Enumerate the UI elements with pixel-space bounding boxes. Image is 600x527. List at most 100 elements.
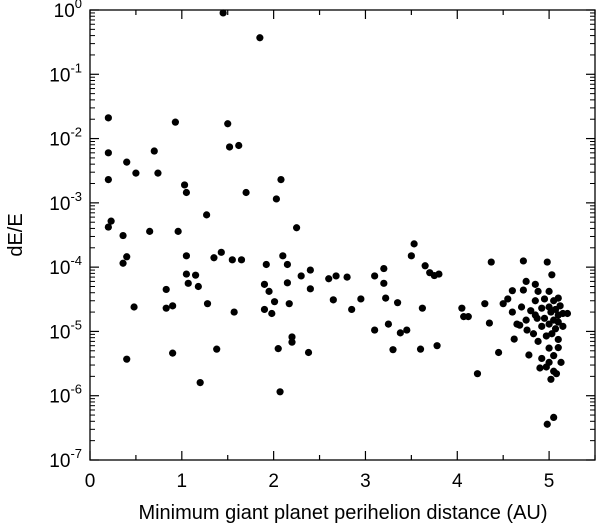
data-point (279, 252, 287, 260)
data-point (274, 345, 282, 353)
plot-frame (89, 9, 596, 461)
data-point (534, 337, 542, 345)
y-tick-label: 10-7 (49, 446, 82, 472)
data-point (123, 253, 131, 261)
data-point (182, 188, 191, 197)
data-point (384, 320, 393, 328)
data-point (433, 342, 441, 350)
data-point (540, 314, 549, 322)
data-point (104, 223, 112, 231)
data-point (554, 344, 562, 352)
data-point (119, 259, 127, 267)
data-point (304, 348, 313, 357)
data-point (288, 338, 296, 346)
data-point (533, 314, 541, 322)
y-tick-label: 10-4 (49, 253, 82, 279)
data-point (146, 227, 154, 235)
data-point (393, 299, 402, 307)
data-point (292, 224, 301, 232)
data-point (540, 295, 549, 303)
data-point (531, 280, 539, 288)
y-tick-label: 10-3 (49, 189, 82, 215)
data-point (123, 158, 131, 166)
data-point (268, 309, 276, 318)
data-point (180, 181, 189, 189)
data-point (519, 286, 527, 294)
data-point (527, 307, 535, 315)
data-point (538, 322, 546, 330)
data-point (517, 303, 526, 311)
data-point (104, 114, 112, 122)
x-tick-label: 4 (452, 471, 463, 492)
data-point (174, 227, 182, 235)
data-point (260, 305, 269, 314)
data-point (529, 330, 538, 338)
data-point (104, 176, 112, 184)
data-point (288, 333, 296, 341)
data-point (150, 147, 158, 155)
data-point (285, 300, 293, 308)
data-point (510, 335, 518, 343)
data-point (256, 34, 264, 42)
data-point (494, 348, 503, 357)
data-point (230, 308, 238, 316)
x-axis-label: Minimum giant planet perihelion distance… (138, 502, 547, 524)
data-point (559, 322, 567, 330)
data-point (516, 321, 524, 329)
data-point (473, 370, 482, 378)
data-point (552, 370, 561, 378)
data-point (119, 231, 127, 240)
data-point (219, 9, 227, 17)
y-tick-label: 10-2 (49, 125, 82, 151)
data-point (548, 271, 556, 279)
data-point (563, 309, 572, 318)
data-point (130, 303, 138, 311)
data-point (225, 143, 234, 151)
data-point (380, 279, 388, 287)
data-point (169, 349, 177, 357)
data-point (260, 280, 269, 288)
data-point (283, 279, 292, 287)
x-tick-label: 0 (85, 471, 96, 492)
data-point (265, 287, 273, 295)
data-point (481, 300, 489, 308)
data-point (237, 256, 246, 264)
data-point (357, 295, 365, 303)
data-point (550, 352, 558, 360)
data-point (543, 420, 551, 428)
x-tick-label: 5 (544, 471, 555, 492)
data-points (104, 9, 572, 428)
data-point (171, 118, 179, 126)
data-point (547, 375, 555, 383)
data-point (306, 266, 314, 274)
data-point (104, 149, 112, 157)
data-point (162, 304, 170, 312)
data-point (348, 305, 356, 314)
y-axis-label: dE/E (5, 213, 27, 256)
data-point (548, 330, 556, 338)
data-point (210, 254, 218, 262)
y-tick-label: 10-5 (49, 317, 82, 343)
data-point (196, 378, 204, 387)
data-point (242, 188, 250, 197)
data-point (224, 120, 232, 128)
data-point (154, 169, 162, 177)
data-point (396, 329, 404, 337)
x-axis-ticks: 0 1 2 3 4 5 (85, 10, 596, 492)
data-point (543, 258, 551, 266)
data-point (389, 346, 397, 354)
data-point (123, 355, 131, 363)
data-point (485, 319, 494, 327)
data-point (554, 294, 562, 302)
data-point (283, 260, 292, 269)
data-point (182, 252, 191, 260)
data-point (557, 358, 565, 366)
data-point (464, 313, 472, 321)
data-point (262, 260, 270, 269)
data-point (545, 358, 553, 366)
data-point (531, 297, 539, 305)
data-point (542, 332, 550, 340)
data-point (276, 388, 284, 396)
x-tick-label: 1 (177, 471, 188, 492)
